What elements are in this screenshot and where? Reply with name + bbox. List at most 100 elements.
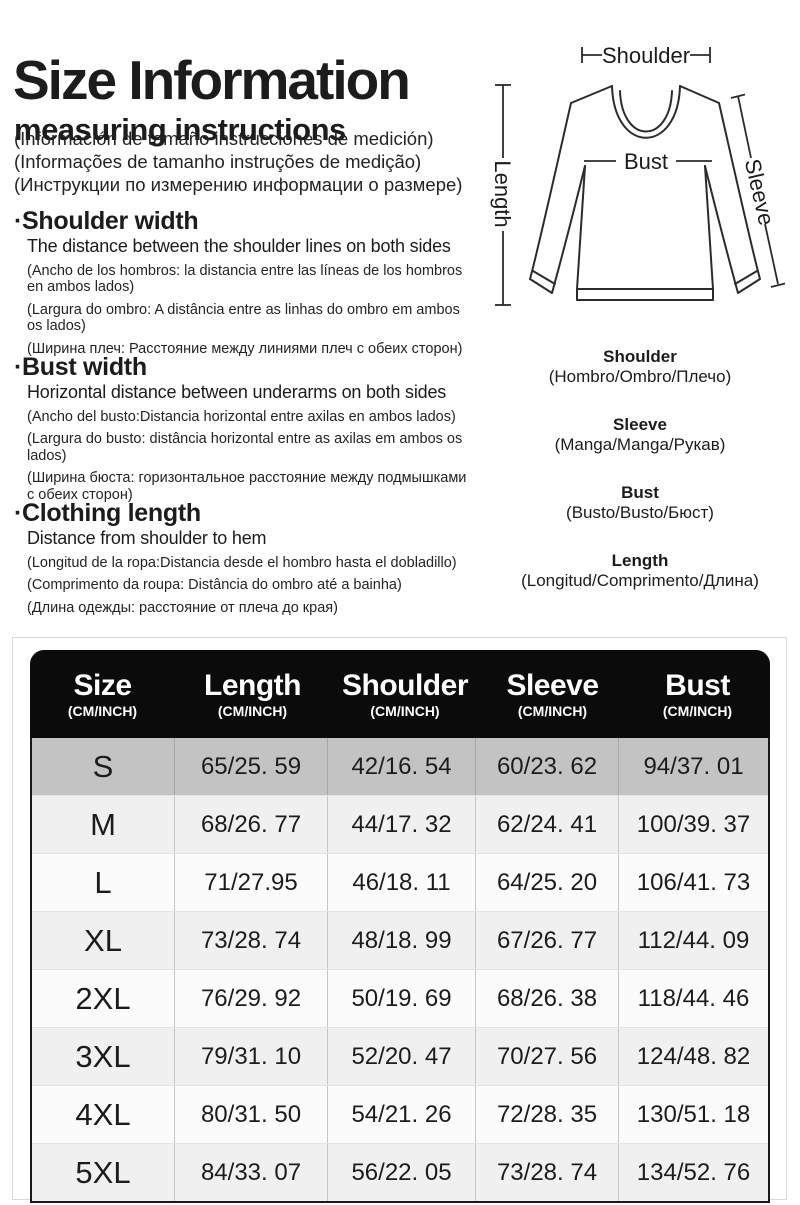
sleeve-cell: 73/28. 74: [476, 1144, 619, 1201]
size-cell: 5XL: [32, 1144, 175, 1201]
legend-item-sleeve: Sleeve (Manga/Manga/Рукав): [480, 414, 800, 455]
section-note-ru: (Длина одежды: расстояние от плеча до кр…: [27, 599, 338, 616]
legend-translation: (Longitud/Comprimento/Длина): [521, 571, 759, 590]
bullet: ·: [14, 499, 23, 527]
diagram-bust-label: Bust: [624, 149, 668, 174]
table-row-xl: XL 73/28. 74 48/18. 99 67/26. 77 112/44.…: [32, 911, 768, 969]
shoulder-cell: 52/20. 47: [328, 1028, 476, 1085]
section-note-ru: (Ширина бюста: горизонтальное расстояние…: [27, 470, 467, 503]
bust-cell: 130/51. 18: [636, 1100, 751, 1128]
legend-term: Length: [611, 551, 669, 570]
bust-cell: 124/48. 82: [636, 1042, 751, 1070]
section-description: The distance between the shoulder lines …: [27, 236, 451, 256]
section-note-es: (Ancho de los hombros: la distancia entr…: [27, 263, 463, 296]
length-cell: 76/29. 92: [175, 970, 328, 1027]
shoulder-cell: 48/18. 99: [328, 912, 476, 969]
length-cell: 79/31. 10: [175, 1028, 328, 1085]
legend-term: Bust: [621, 483, 659, 502]
shoulder-cell: 56/22. 05: [328, 1144, 476, 1201]
table-row-5xl: 5XL 84/33. 07 56/22. 05 73/28. 74 134/52…: [32, 1143, 768, 1201]
bust-cell: 134/52. 76: [636, 1158, 751, 1186]
length-cell: 71/27.95: [175, 854, 328, 911]
table-row-m: M 68/26. 77 44/17. 32 62/24. 41 100/39. …: [32, 795, 768, 853]
section-heading: ·Bust width: [14, 353, 147, 381]
legend-term: Shoulder: [603, 347, 677, 366]
size-table-panel: Size (CM/INCH) Length (CM/INCH) Shoulder…: [12, 637, 787, 1203]
diagram-length-label: Length: [490, 160, 515, 227]
shoulder-cell: 42/16. 54: [328, 738, 476, 795]
legend-item-length: Length (Longitud/Comprimento/Длина): [480, 550, 800, 591]
sleeve-cell: 70/27. 56: [476, 1028, 619, 1085]
section-shoulder-width: ·Shoulder width The distance between the…: [14, 208, 476, 357]
section-heading: ·Shoulder width: [14, 207, 199, 235]
sleeve-cell: 72/28. 35: [476, 1086, 619, 1143]
length-cell: 73/28. 74: [175, 912, 328, 969]
size-table-header: Size (CM/INCH) Length (CM/INCH) Shoulder…: [30, 650, 770, 738]
section-clothing-length: ·Clothing length Distance from shoulder …: [14, 500, 476, 616]
size-cell: S: [32, 738, 175, 795]
column-header-bust: Bust (CM/INCH): [662, 668, 733, 719]
section-description: Distance from shoulder to hem: [27, 528, 267, 548]
table-row-s: S 65/25. 59 42/16. 54 60/23. 62 94/37. 0…: [32, 738, 768, 795]
section-note-pt: (Largura do ombro: A distância entre as …: [27, 301, 460, 335]
section-note-pt: (Largura do busto: distância horizontal …: [27, 431, 463, 464]
size-cell: 3XL: [32, 1028, 175, 1085]
size-cell: 2XL: [32, 970, 175, 1027]
sleeve-cell: 67/26. 77: [476, 912, 619, 969]
table-row-3xl: 3XL 79/31. 10 52/20. 47 70/27. 56 124/48…: [32, 1027, 768, 1085]
section-note-ru: (Ширина плеч: Расстояние между линиями п…: [27, 340, 463, 357]
legend-translation: (Manga/Manga/Рукав): [554, 435, 726, 454]
table-row-4xl: 4XL 80/31. 50 54/21. 26 72/28. 35 130/51…: [32, 1085, 768, 1143]
title-translation-pt: (Informações de tamanho instruções de me…: [14, 151, 422, 173]
column-header-length: Length (CM/INCH): [204, 668, 301, 719]
page-subtitle: measuring instructions: [14, 111, 346, 147]
title-translations: (Información de tamaño instrucciones de …: [14, 127, 462, 197]
shoulder-cell: 44/17. 32: [328, 796, 476, 853]
legend-translation: (Busto/Busto/Бюст): [566, 503, 714, 522]
title-translation-es: (Información de tamaño instrucciones de …: [14, 128, 434, 149]
table-row-2xl: 2XL 76/29. 92 50/19. 69 68/26. 38 118/44…: [32, 969, 768, 1027]
bust-cell: 112/44. 09: [637, 926, 750, 954]
sleeve-cell: 68/26. 38: [476, 970, 619, 1027]
size-cell: M: [32, 796, 175, 853]
legend-term: Sleeve: [613, 415, 667, 434]
bust-cell: 106/41. 73: [636, 868, 751, 896]
shirt-diagram: Shoulder Bust Length Sleeve: [490, 43, 786, 306]
section-note-es: (Ancho del busto:Distancia horizontal en…: [27, 409, 456, 425]
size-table-body: S 65/25. 59 42/16. 54 60/23. 62 94/37. 0…: [30, 738, 770, 1203]
shoulder-cell: 46/18. 11: [328, 854, 476, 911]
sleeve-cell: 62/24. 41: [476, 796, 619, 853]
page-title: Size Information: [13, 48, 411, 111]
legend-item-bust: Bust (Busto/Busto/Бюст): [480, 482, 800, 523]
size-cell: 4XL: [32, 1086, 175, 1143]
length-cell: 84/33. 07: [175, 1144, 328, 1201]
bust-cell: 94/37. 01: [643, 752, 744, 780]
size-cell: XL: [32, 912, 175, 969]
section-heading: ·Clothing length: [14, 499, 201, 527]
sleeve-cell: 60/23. 62: [476, 738, 619, 795]
column-header-sleeve: Sleeve (CM/INCH): [506, 668, 599, 719]
shirt-outline: [529, 85, 761, 301]
bullet: ·: [14, 353, 23, 381]
measurement-lines: [495, 47, 786, 306]
section-note-pt: (Comprimento da roupa: Distância do ombr…: [27, 577, 402, 594]
column-header-shoulder: Shoulder (CM/INCH): [341, 668, 469, 719]
shoulder-cell: 54/21. 26: [328, 1086, 476, 1143]
sleeve-cell: 64/25. 20: [476, 854, 619, 911]
table-row-l: L 71/27.95 46/18. 11 64/25. 20 106/41. 7…: [32, 853, 768, 911]
length-cell: 68/26. 77: [175, 796, 328, 853]
size-cell: L: [32, 854, 175, 911]
shoulder-cell: 50/19. 69: [328, 970, 476, 1027]
section-bust-width: ·Bust width Horizontal distance between …: [14, 354, 476, 503]
length-cell: 80/31. 50: [175, 1086, 328, 1143]
legend-translation: (Hombro/Ombro/Плечо): [548, 367, 732, 386]
bullet: ·: [14, 207, 23, 235]
section-description: Horizontal distance between underarms on…: [27, 382, 447, 402]
section-note-es: (Longitud de la ropa:Distancia desde el …: [27, 555, 457, 571]
bust-cell: 118/44. 46: [637, 984, 750, 1012]
column-header-size: Size (CM/INCH): [67, 668, 138, 719]
length-cell: 65/25. 59: [175, 738, 328, 795]
measurement-legend: Shoulder (Hombro/Ombro/Плечо) Sleeve (Ma…: [480, 346, 800, 618]
legend-item-shoulder: Shoulder (Hombro/Ombro/Плечо): [480, 346, 800, 387]
diagram-shoulder-label: Shoulder: [602, 43, 690, 68]
